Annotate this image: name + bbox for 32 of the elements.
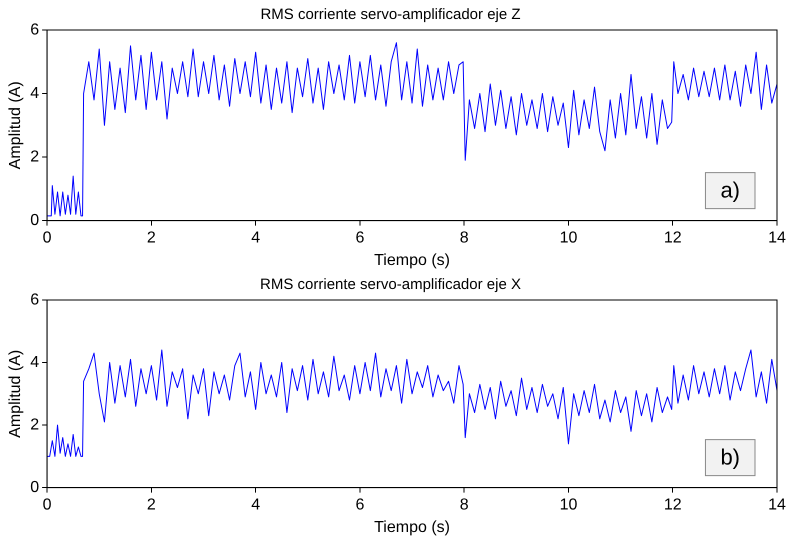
x-tick-label: 8	[460, 230, 469, 247]
x-tick-label: 2	[146, 230, 156, 247]
x-tick-label: 2	[146, 496, 156, 514]
x-tick-label: 12	[664, 230, 682, 247]
chart-title: RMS corriente servo-amplificador eje Z	[260, 6, 521, 24]
x-tick-label: 0	[42, 496, 52, 514]
y-tick-label: 4	[30, 84, 40, 102]
y-tick-label: 4	[30, 354, 40, 371]
x-axis-title: Tiempo (s)	[374, 518, 450, 536]
y-tick-label: 2	[30, 416, 40, 434]
x-tick-label: 4	[251, 496, 260, 514]
y-tick-label: 2	[30, 148, 40, 166]
x-axis-title: Tiempo (s)	[374, 252, 450, 269]
x-tick-label: 6	[355, 496, 364, 514]
y-tick-label: 6	[30, 21, 40, 38]
x-tick-label: 10	[560, 496, 578, 514]
annotation: a)	[720, 178, 740, 203]
chart-title: RMS corriente servo-amplificador eje X	[260, 276, 521, 294]
y-axis-title: Amplitud (A)	[7, 350, 24, 438]
x-tick-label: 14	[768, 230, 786, 247]
x-tick-label: 12	[664, 496, 682, 514]
y-tick-label: 0	[30, 479, 40, 496]
x-tick-label: 4	[251, 230, 260, 247]
x-tick-label: 14	[768, 496, 786, 514]
x-tick-label: 8	[460, 496, 469, 514]
x-tick-label: 6	[355, 230, 364, 247]
annotation: b)	[720, 444, 740, 470]
y-tick-label: 6	[30, 291, 40, 308]
y-axis-title: Amplitud (A)	[7, 81, 24, 170]
y-tick-label: 0	[30, 212, 40, 230]
x-tick-label: 10	[560, 230, 578, 247]
x-tick-label: 0	[42, 230, 52, 247]
